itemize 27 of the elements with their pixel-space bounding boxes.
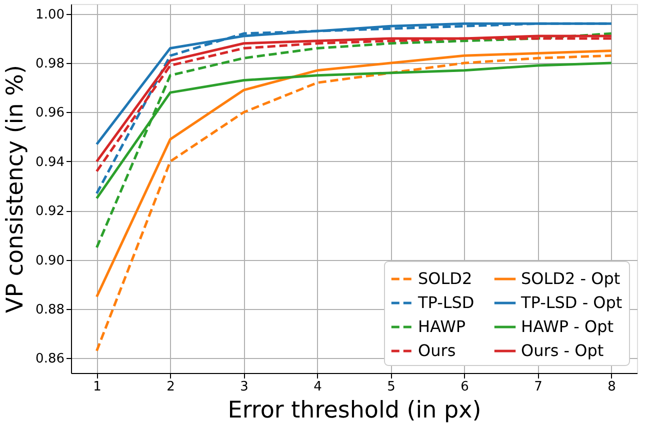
legend-label: SOLD2 — [418, 269, 472, 288]
y-tick-label: 0.88 — [36, 302, 64, 318]
x-tick-label: 4 — [314, 380, 322, 394]
y-tick-label: 0.90 — [36, 253, 64, 268]
legend-label: HAWP - Opt — [521, 317, 614, 336]
legend-label: Ours - Opt — [521, 341, 604, 360]
legend-label: HAWP — [418, 317, 466, 336]
legend-label: TP-LSD — [417, 293, 474, 312]
y-tick-label: 0.96 — [36, 106, 64, 121]
legend-label: SOLD2 - Opt — [521, 269, 620, 288]
legend-label: Ours — [418, 341, 456, 360]
x-tick-label: 7 — [534, 380, 542, 394]
x-axis-title: Error threshold (in px) — [228, 398, 482, 424]
y-tick-label: 0.98 — [36, 56, 64, 72]
line-series — [95, 32, 613, 249]
x-tick-label: 8 — [608, 380, 616, 394]
x-tick-label: 1 — [93, 380, 102, 394]
y-tick-label: 0.94 — [36, 154, 64, 170]
y-tick-label: 0.86 — [36, 352, 64, 367]
y-tick-label: 0.92 — [36, 204, 64, 220]
y-axis-title: VP consistency (in %) — [2, 65, 29, 313]
x-tick-label: 2 — [166, 380, 175, 394]
y-tick-label: 1.00 — [36, 7, 64, 22]
x-tick-label: 6 — [460, 380, 469, 394]
x-tick-label: 3 — [240, 380, 248, 394]
x-tick-label: 5 — [387, 380, 396, 394]
legend-label: TP-LSD - Opt — [520, 293, 622, 312]
